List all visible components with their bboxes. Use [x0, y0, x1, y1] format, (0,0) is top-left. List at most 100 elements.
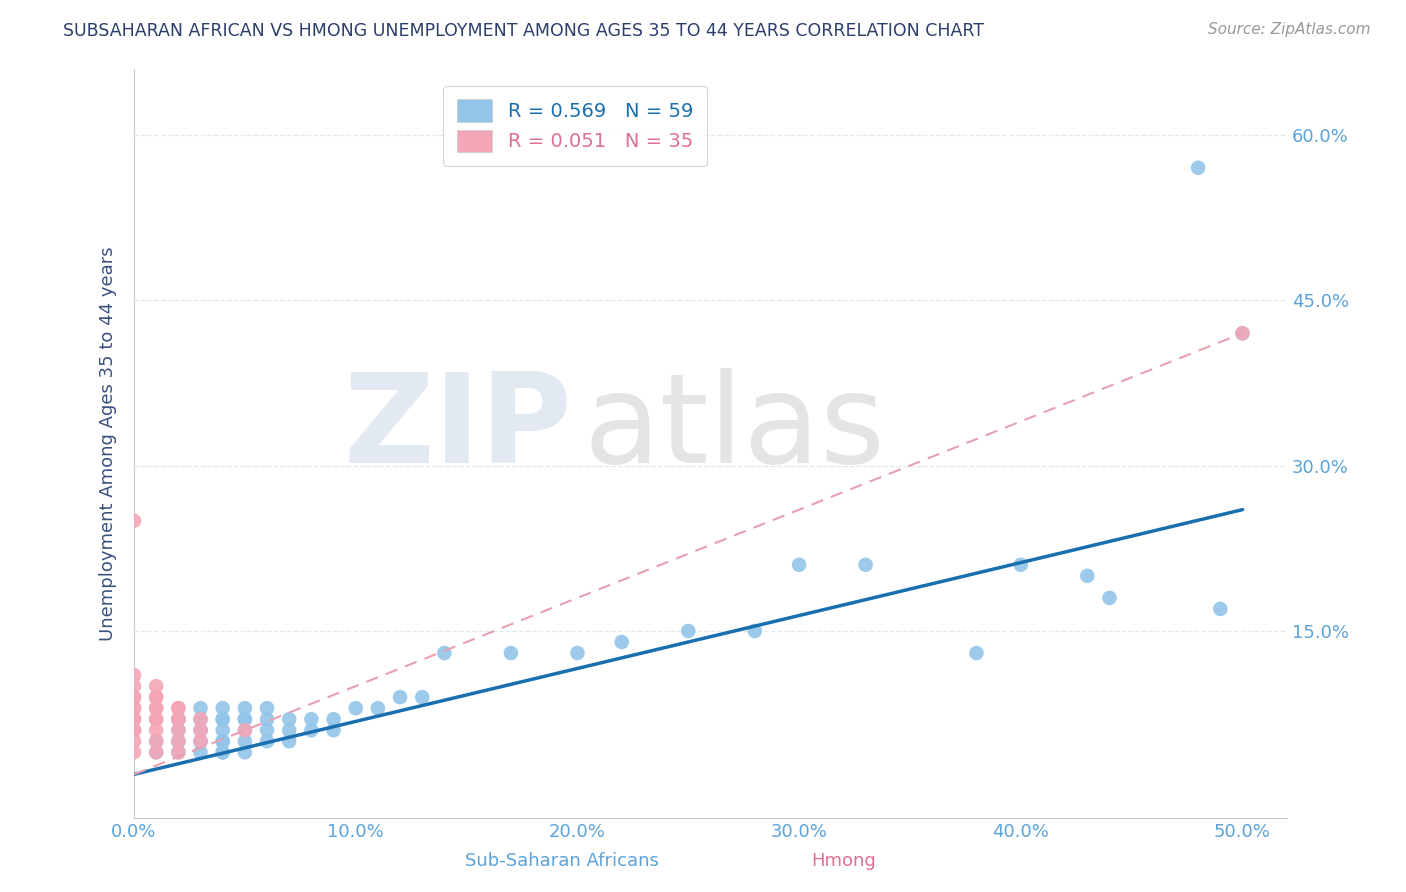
- Point: [190, 734, 212, 748]
- Point: [190, 734, 212, 748]
- Point: [167, 701, 190, 715]
- Point: [1187, 161, 1209, 175]
- Point: [1098, 591, 1121, 605]
- Point: [1232, 326, 1254, 341]
- Point: [167, 712, 190, 726]
- Text: Sub-Saharan Africans: Sub-Saharan Africans: [465, 852, 659, 870]
- Point: [167, 712, 190, 726]
- Point: [233, 745, 256, 759]
- Point: [167, 701, 190, 715]
- Point: [167, 734, 190, 748]
- Point: [145, 712, 167, 726]
- Point: [278, 734, 301, 748]
- Point: [145, 690, 167, 705]
- Point: [145, 745, 167, 759]
- Point: [744, 624, 766, 638]
- Point: [167, 734, 190, 748]
- Point: [278, 723, 301, 738]
- Point: [145, 745, 167, 759]
- Point: [1076, 569, 1098, 583]
- Point: [145, 723, 167, 738]
- Y-axis label: Unemployment Among Ages 35 to 44 years: Unemployment Among Ages 35 to 44 years: [100, 246, 117, 640]
- Point: [122, 514, 145, 528]
- Point: [190, 723, 212, 738]
- Point: [211, 734, 233, 748]
- Point: [145, 701, 167, 715]
- Point: [122, 690, 145, 705]
- Point: [433, 646, 456, 660]
- Point: [211, 723, 233, 738]
- Point: [610, 635, 633, 649]
- Point: [122, 712, 145, 726]
- Point: [233, 712, 256, 726]
- Point: [389, 690, 412, 705]
- Point: [567, 646, 589, 660]
- Point: [167, 745, 190, 759]
- Point: [145, 701, 167, 715]
- Point: [787, 558, 810, 572]
- Point: [122, 734, 145, 748]
- Point: [167, 723, 190, 738]
- Point: [122, 712, 145, 726]
- Text: Source: ZipAtlas.com: Source: ZipAtlas.com: [1208, 22, 1371, 37]
- Point: [233, 723, 256, 738]
- Point: [299, 712, 322, 726]
- Point: [167, 723, 190, 738]
- Point: [211, 745, 233, 759]
- Point: [322, 712, 344, 726]
- Point: [1010, 558, 1032, 572]
- Point: [855, 558, 877, 572]
- Point: [145, 712, 167, 726]
- Point: [190, 723, 212, 738]
- Point: [233, 712, 256, 726]
- Point: [122, 701, 145, 715]
- Point: [233, 734, 256, 748]
- Point: [367, 701, 389, 715]
- Point: [190, 701, 212, 715]
- Point: [122, 679, 145, 693]
- Point: [211, 712, 233, 726]
- Point: [190, 734, 212, 748]
- Point: [1209, 602, 1232, 616]
- Point: [499, 646, 522, 660]
- Point: [145, 734, 167, 748]
- Point: [211, 734, 233, 748]
- Text: Hmong: Hmong: [811, 852, 876, 870]
- Point: [278, 712, 301, 726]
- Text: ZIP: ZIP: [343, 368, 572, 489]
- Point: [211, 701, 233, 715]
- Point: [190, 712, 212, 726]
- Point: [1232, 326, 1254, 341]
- Point: [256, 723, 278, 738]
- Point: [167, 734, 190, 748]
- Point: [256, 734, 278, 748]
- Point: [256, 712, 278, 726]
- Point: [122, 701, 145, 715]
- Point: [256, 701, 278, 715]
- Point: [190, 712, 212, 726]
- Point: [145, 690, 167, 705]
- Point: [167, 712, 190, 726]
- Point: [322, 723, 344, 738]
- Point: [122, 668, 145, 682]
- Point: [211, 712, 233, 726]
- Text: SUBSAHARAN AFRICAN VS HMONG UNEMPLOYMENT AMONG AGES 35 TO 44 YEARS CORRELATION C: SUBSAHARAN AFRICAN VS HMONG UNEMPLOYMENT…: [63, 22, 984, 40]
- Point: [122, 723, 145, 738]
- Point: [145, 734, 167, 748]
- Point: [344, 701, 367, 715]
- Legend: R = 0.569   N = 59, R = 0.051   N = 35: R = 0.569 N = 59, R = 0.051 N = 35: [443, 86, 707, 166]
- Point: [233, 701, 256, 715]
- Point: [190, 745, 212, 759]
- Point: [122, 723, 145, 738]
- Point: [190, 723, 212, 738]
- Point: [678, 624, 700, 638]
- Point: [167, 712, 190, 726]
- Point: [122, 745, 145, 759]
- Point: [145, 679, 167, 693]
- Point: [411, 690, 433, 705]
- Point: [233, 723, 256, 738]
- Text: atlas: atlas: [583, 368, 886, 489]
- Point: [122, 690, 145, 705]
- Point: [211, 745, 233, 759]
- Point: [299, 723, 322, 738]
